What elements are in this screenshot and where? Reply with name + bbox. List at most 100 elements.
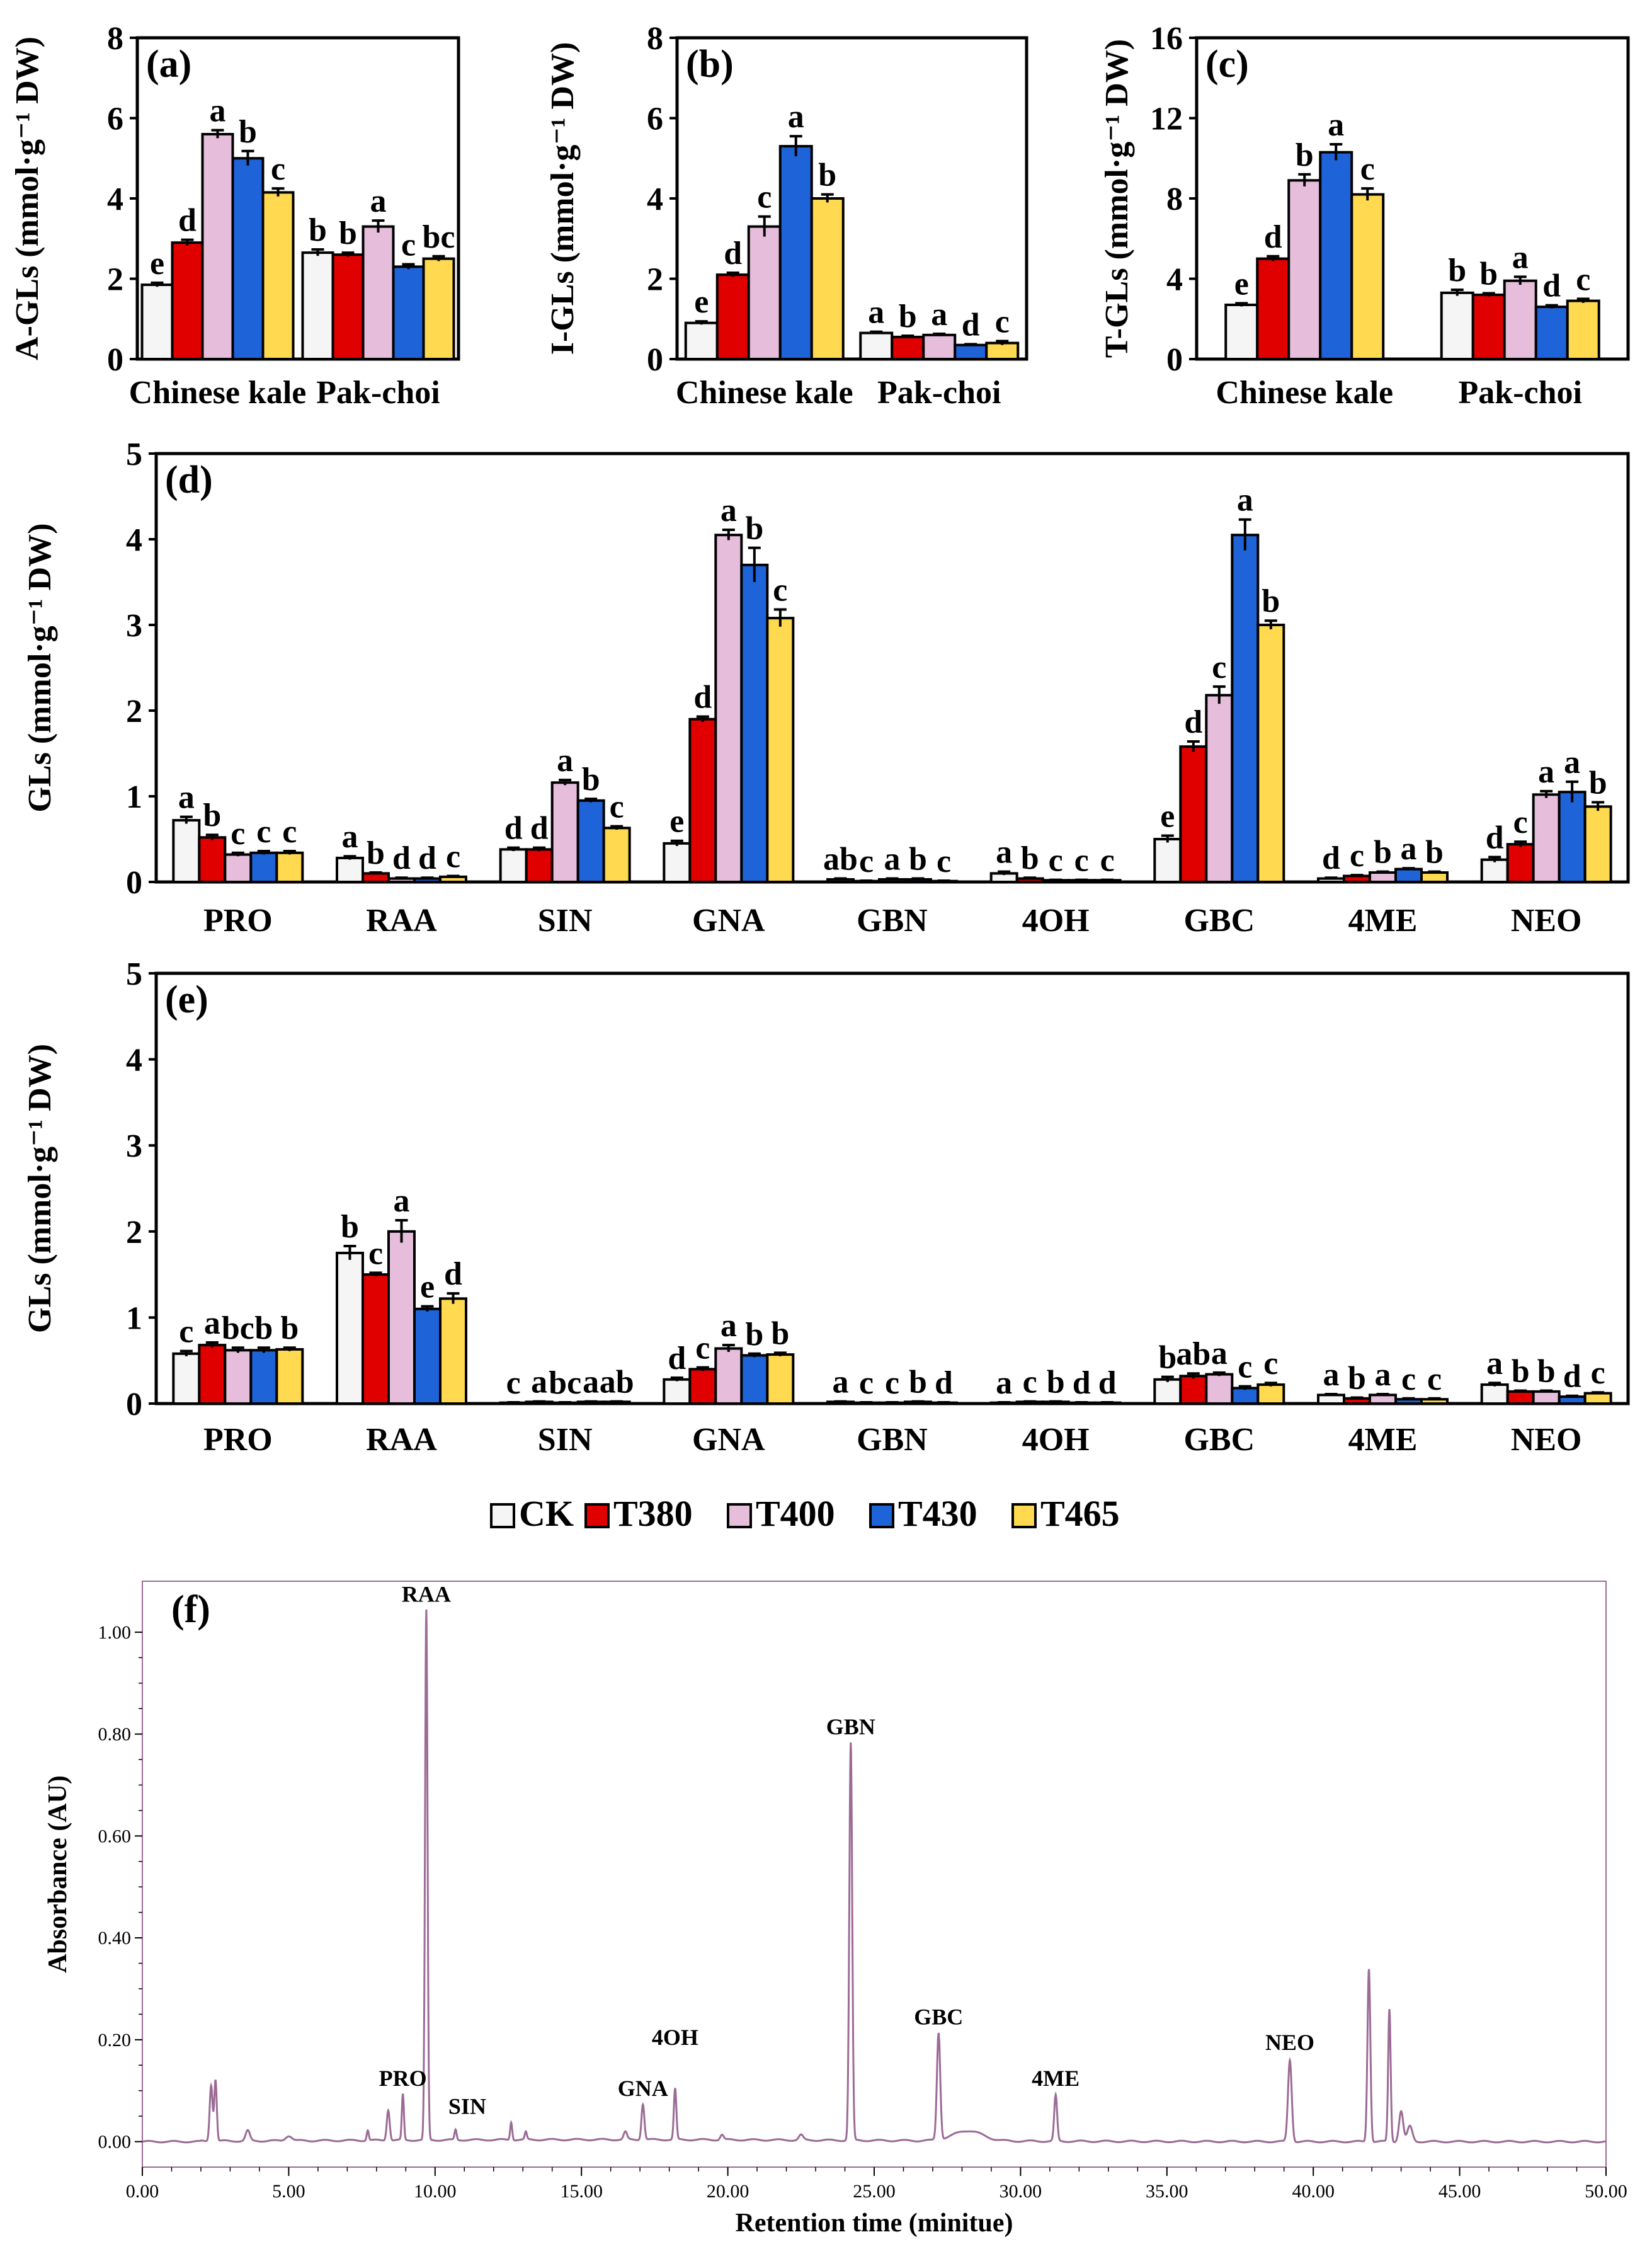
significance-letter: c — [859, 1365, 874, 1401]
significance-letter: a — [1237, 483, 1253, 518]
significance-letter: a — [1564, 745, 1580, 781]
panel-b-chart: 0 2 4 6 8 I-GLs (mmol·g⁻¹ DW) (b) Chinese kale e… — [545, 21, 1028, 411]
significance-letter: d — [1264, 219, 1282, 255]
significance-letter: c — [401, 227, 416, 263]
significance-letter: b — [203, 798, 221, 833]
significance-letter: e — [420, 1269, 435, 1305]
x-tick-label: 25.00 — [853, 2181, 896, 2202]
significance-letter: b — [1158, 1340, 1176, 1376]
bar-T465 — [1583, 805, 1612, 883]
x-category-label: GBC — [1183, 903, 1255, 939]
bar-CK — [1153, 1378, 1182, 1405]
y-tick-label: 16 — [1150, 21, 1183, 57]
significance-letter: a — [178, 780, 195, 816]
significance-letter: c — [1212, 650, 1226, 685]
significance-letter: d — [178, 203, 197, 239]
bar-T400 — [1369, 1393, 1397, 1405]
y-tick-label: 1.00 — [98, 1622, 132, 1643]
bar-T400 — [1205, 1373, 1234, 1405]
bar-T380 — [1179, 745, 1208, 883]
bar-T430 — [1558, 1395, 1586, 1405]
bar-T400 — [224, 853, 253, 883]
significance-letter: a — [884, 842, 901, 878]
significance-letter: c — [773, 573, 787, 609]
bar-T380 — [331, 253, 365, 360]
significance-letter: e — [694, 284, 709, 320]
significance-letter: b — [280, 1310, 299, 1346]
x-category-label: Chinese kale — [129, 375, 307, 411]
significance-letter: d — [1563, 1359, 1581, 1395]
plot-frame — [142, 1581, 1607, 2168]
significance-letter: a — [931, 297, 947, 333]
bar-T380 — [715, 273, 750, 360]
legend: CK T380 T400 T430 T465 — [490, 1493, 1120, 1534]
y-axis-label: T-GLs (mmol·g⁻¹ DW) — [1099, 39, 1135, 358]
bar-T400 — [922, 333, 957, 360]
legend-swatch-T465 — [1011, 1503, 1037, 1528]
significance-letter: b — [1512, 1354, 1530, 1390]
significance-letter: bc — [222, 1310, 254, 1346]
significance-letter: d — [693, 680, 712, 716]
legend-swatch-CK — [490, 1503, 515, 1528]
bar-T430 — [1558, 791, 1586, 883]
bar-T430 — [576, 799, 605, 884]
significance-letter: d — [1184, 704, 1202, 740]
bar-T430 — [778, 145, 813, 360]
bar-T465 — [602, 827, 631, 883]
bar-T465 — [1420, 871, 1449, 884]
significance-letter: d — [530, 811, 549, 847]
significance-letter: b — [818, 157, 836, 193]
x-category-label: GBC — [1183, 1422, 1255, 1458]
bar-T430 — [1231, 534, 1260, 883]
peak-label: 4OH — [652, 2025, 698, 2050]
significance-letter: b — [1047, 1365, 1065, 1400]
y-tick-label: 0.80 — [98, 1724, 132, 1745]
x-category-label: GBN — [857, 903, 928, 939]
bar-T380 — [198, 1344, 227, 1405]
significance-letter: d — [1098, 1365, 1117, 1401]
x-category-label: RAA — [366, 1422, 437, 1458]
y-tick-label: 4 — [107, 181, 123, 217]
y-tick-label: 5 — [126, 437, 142, 472]
x-category-label: GNA — [692, 1422, 765, 1458]
bar-T400 — [1287, 179, 1322, 360]
significance-letter: c — [1350, 838, 1364, 874]
bar-T380 — [362, 1273, 390, 1405]
significance-letter: a — [788, 99, 804, 135]
y-tick-label: 3 — [126, 1128, 142, 1164]
significance-letter: c — [1263, 1346, 1278, 1382]
significance-letter: a — [996, 835, 1012, 871]
bar-CK — [1480, 858, 1509, 884]
y-tick-label: 8 — [647, 21, 663, 57]
bar-T400 — [1532, 1390, 1561, 1405]
bar-T380 — [891, 335, 925, 360]
panel-c-chart: 0 4 8 12 16 T-GLs (mmol·g⁻¹ DW) (c) Chinese kal… — [1099, 21, 1630, 411]
bar-CK — [1153, 838, 1182, 883]
significance-letter: c — [446, 838, 460, 874]
y-axis-label: I-GLs (mmol·g⁻¹ DW) — [545, 42, 581, 355]
significance-letter: b — [1425, 835, 1444, 871]
bar-T465 — [439, 1297, 467, 1405]
significance-letter: a — [721, 493, 737, 529]
bar-T400 — [362, 225, 395, 360]
significance-letter: c — [1049, 843, 1063, 879]
y-axis-label: Absorbance (AU) — [43, 1775, 72, 1973]
x-category-label: PRO — [203, 1422, 273, 1458]
bar-T400 — [1503, 279, 1537, 360]
significance-letter: e — [1160, 799, 1175, 835]
significance-letter: e — [150, 246, 164, 282]
legend-swatch-T430 — [869, 1503, 894, 1528]
bar-T380 — [1343, 874, 1371, 883]
significance-letter: c — [885, 1365, 899, 1401]
legend-label: T400 — [756, 1493, 835, 1534]
y-tick-label: 12 — [1150, 101, 1183, 137]
bar-T400 — [224, 1349, 253, 1405]
y-tick-label: 5 — [126, 956, 142, 992]
significance-letter: a — [210, 93, 226, 129]
x-category-label: 4ME — [1348, 903, 1418, 939]
peak-label: 4ME — [1032, 2066, 1079, 2091]
peak-label: RAA — [402, 1582, 451, 1607]
bar-CK — [336, 856, 364, 884]
legend-label: T465 — [1040, 1493, 1120, 1534]
